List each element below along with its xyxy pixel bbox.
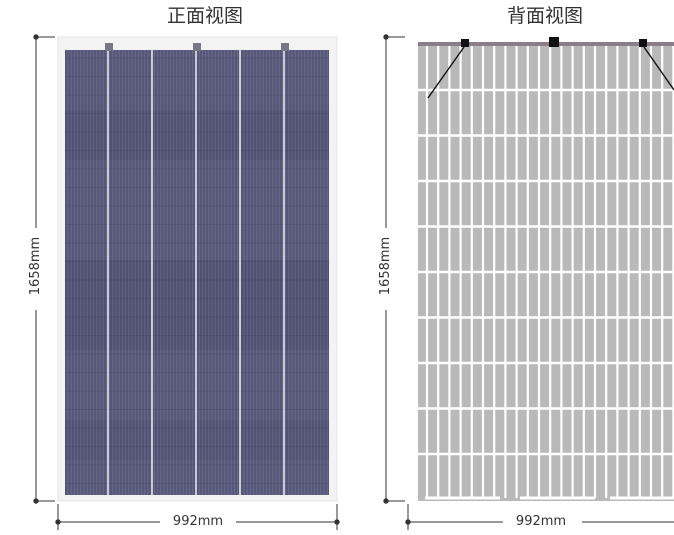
back-width-dimension-label: 992mm [511, 514, 571, 530]
front-view-title: 正面视图 [166, 5, 243, 27]
back-cable-right [643, 46, 674, 91]
front-width-dimension-label: 992mm [168, 514, 228, 530]
back-junction-box-right [639, 39, 647, 47]
front-junction-tab-1 [105, 43, 113, 51]
front-dimension-lines [33, 34, 340, 530]
front-junction-tab-2 [193, 43, 201, 51]
back-cable-left [427, 46, 465, 99]
back-dimension-lines [383, 34, 674, 530]
back-top-bar [418, 42, 674, 46]
back-panel [418, 37, 674, 501]
back-height-dimension-label: 1658mm [378, 236, 394, 296]
back-junction-box-left [461, 39, 469, 47]
front-panel [57, 36, 338, 502]
front-junction-tab-3 [281, 43, 289, 51]
front-height-dimension-label: 1658mm [28, 236, 44, 296]
back-view-title: 背面视图 [506, 5, 583, 27]
back-junction-box-center [549, 37, 559, 47]
